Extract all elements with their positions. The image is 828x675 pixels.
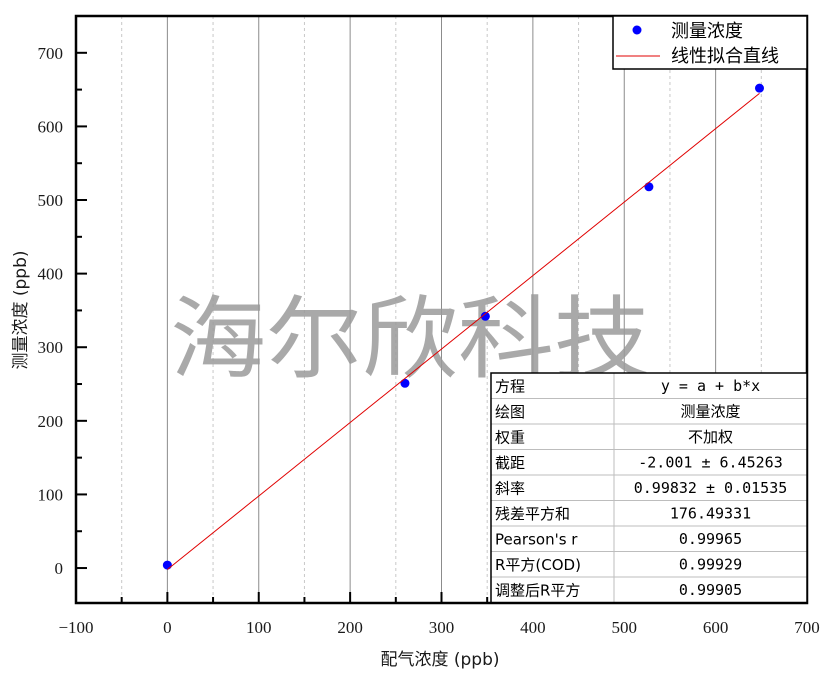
data-point	[162, 560, 172, 570]
table-border	[490, 372, 808, 604]
legend-label-fit: 线性拟合直线	[671, 46, 779, 67]
y-axis-title: 测量浓度 (ppb)	[11, 250, 31, 369]
table-row-label: 权重	[495, 429, 525, 447]
y-tick-label: 500	[38, 191, 64, 210]
x-tick-label: 400	[520, 618, 546, 637]
table-row-label: Pearson's r	[495, 531, 578, 549]
x-tick-label: 0	[163, 618, 172, 637]
table-row-label: 方程	[495, 378, 525, 396]
x-tick-label: 500	[612, 618, 638, 637]
x-tick-label: 600	[703, 618, 729, 637]
table-row-value: 0.99832 ± 0.01535	[634, 479, 788, 497]
fit-line	[167, 92, 760, 570]
y-tick-label: 100	[38, 485, 64, 504]
data-point	[644, 182, 654, 192]
x-tick-label: −100	[58, 618, 93, 637]
y-tick-label: 600	[38, 117, 64, 136]
table-row-value: 176.49331	[670, 505, 751, 523]
grid-lines	[121, 16, 762, 603]
legend: 测量浓度 线性拟合直线	[612, 15, 808, 70]
data-point	[480, 311, 490, 321]
x-tick-label: 300	[429, 618, 455, 637]
x-tick-label: 700	[794, 618, 820, 637]
table-row-value: 不加权	[688, 428, 733, 446]
x-axis-title: 配气浓度 (ppb)	[380, 650, 499, 670]
table-background	[491, 373, 807, 603]
legend-box	[612, 15, 808, 70]
x-tick-label: 200	[337, 618, 363, 637]
y-tick-label: 200	[38, 412, 64, 431]
x-tick-label: 100	[246, 618, 272, 637]
table-row-label: 截距	[495, 454, 525, 472]
table-row-value: 0.99929	[679, 556, 742, 574]
y-tick-label: 300	[38, 338, 64, 357]
data-point	[400, 378, 410, 388]
legend-label-measured: 测量浓度	[671, 21, 743, 42]
table-row-label: 斜率	[495, 480, 525, 498]
plot-series	[162, 83, 764, 570]
table-row-label: 绘图	[495, 403, 525, 421]
y-tick-label: 0	[55, 559, 64, 578]
tick-labels: −100 0 100 200 300 400 500 600 700 0 100 200 300 400 5…	[38, 44, 820, 637]
table-row-value: 0.99965	[679, 530, 742, 548]
table-row-value: y = a + b*x	[661, 377, 760, 395]
data-point	[754, 83, 764, 93]
y-tick-label: 400	[38, 265, 64, 284]
table-row-label: 残差平方和	[495, 505, 570, 523]
table-row-label: R平方(COD)	[495, 556, 581, 574]
table-row-label: 调整后R平方	[495, 582, 580, 600]
legend-dot-icon	[632, 25, 642, 35]
table-row-value: -2.001 ± 6.45263	[638, 454, 783, 472]
y-tick-label: 700	[38, 44, 64, 63]
table-row-value: 测量浓度	[680, 403, 740, 421]
table-row-value: 0.99905	[679, 581, 742, 599]
